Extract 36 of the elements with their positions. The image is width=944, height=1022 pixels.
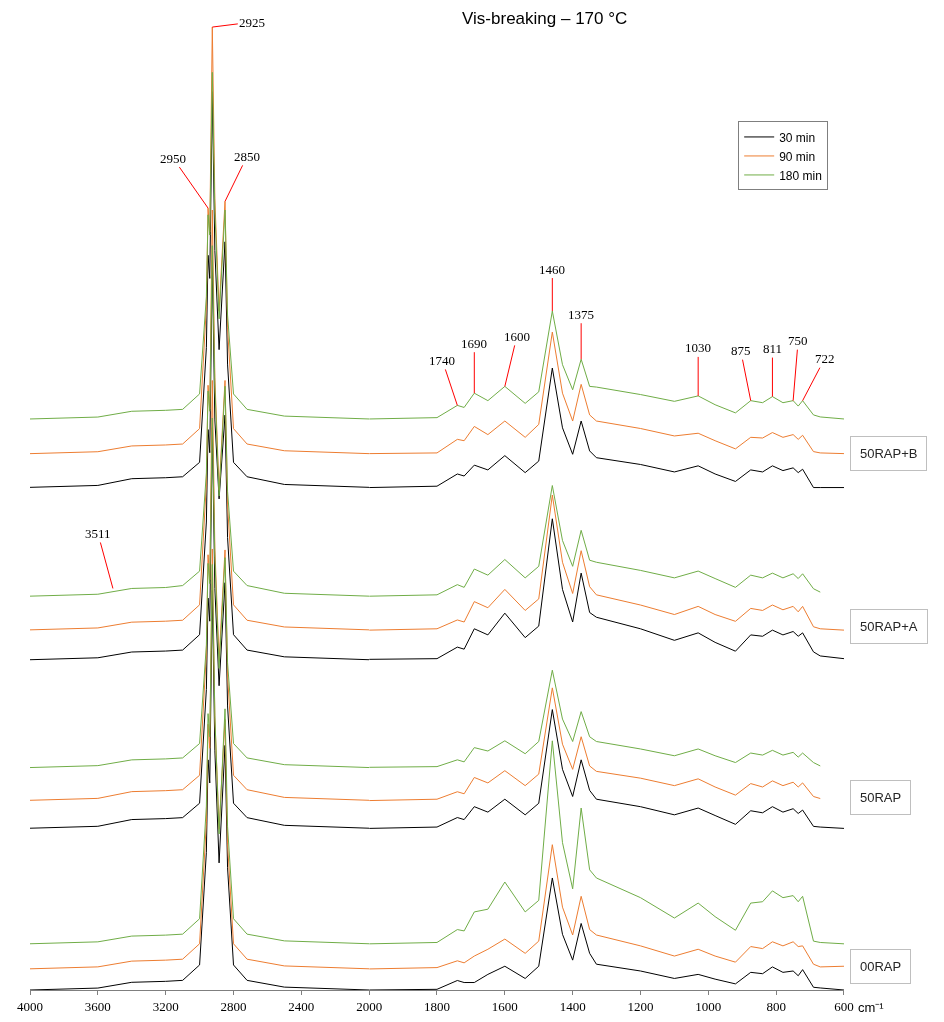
x-tick-label: 1800 [424,998,450,1014]
x-tick-label: 800 [766,998,786,1014]
x-tick-label: 3600 [84,998,111,1014]
annotation: 1600 [504,329,530,344]
annotation: 811 [763,341,783,356]
annotation: 1460 [539,262,565,277]
legend-label: 180 min [779,168,822,183]
legend-label: 90 min [779,149,816,164]
x-tick-label: 4000 [17,998,43,1014]
x-tick-label: 600 [834,998,854,1014]
text: 50RAP+B [860,446,918,461]
annotation: 1375 [568,307,594,322]
x-tick-label: 1400 [559,998,586,1014]
x-tick-label: 1000 [695,998,722,1014]
x-tick-label: 2400 [288,998,315,1014]
annotation: 2950 [160,151,186,166]
chart-title: Vis-breaking – 170 °C [462,9,628,29]
legend-label: 30 min [779,130,816,145]
x-tick-label: 1200 [627,998,654,1014]
annotation: 1030 [685,340,711,355]
text: 50RAP+A [860,619,918,634]
x-tick-label: 3200 [152,998,179,1014]
text: 00RAP [860,959,902,974]
annotation: 875 [731,343,751,358]
annotation: 1690 [461,336,487,351]
annotation: 1740 [429,353,455,368]
x-axis-title: cm⁻¹ [858,1000,885,1015]
x-tick-label: 2800 [220,998,247,1014]
x-tick-label: 1600 [491,998,518,1014]
x-tick-label: 2000 [356,998,383,1014]
text: 50RAP [860,790,902,805]
annotation: 750 [788,333,808,348]
annotation: 3511 [85,526,111,541]
annotation: 722 [815,351,835,366]
annotation: 2925 [239,15,265,30]
annotation: 2850 [234,149,260,164]
